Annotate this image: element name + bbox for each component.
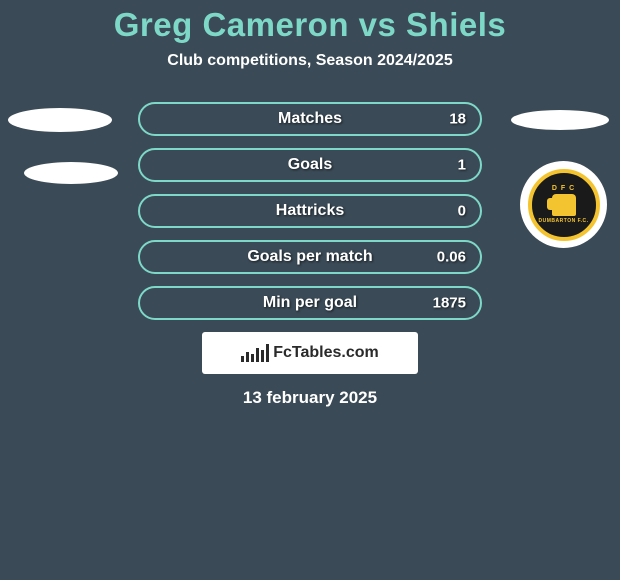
elephant-icon — [552, 194, 576, 216]
page-title: Greg Cameron vs Shiels — [0, 6, 620, 44]
stat-row: Goals per match 0.06 — [138, 240, 482, 274]
stat-label: Min per goal — [263, 294, 357, 312]
brand-bar — [251, 354, 254, 362]
badge-initials: D F C — [552, 185, 575, 192]
page-subtitle: Club competitions, Season 2024/2025 — [0, 52, 620, 70]
stat-value-right: 0.06 — [437, 249, 466, 266]
stat-row: Hattricks 0 — [138, 194, 482, 228]
brand-bars-icon — [241, 344, 269, 362]
left-player-placeholder-2 — [24, 162, 118, 184]
stat-label: Goals per match — [247, 248, 372, 266]
left-player-placeholder-1 — [8, 108, 112, 132]
brand-box: FcTables.com — [202, 332, 418, 374]
brand-bar — [241, 356, 244, 362]
stat-row: Goals 1 — [138, 148, 482, 182]
stats-area: D F C DUMBARTON F.C. Matches 18 Goals 1 Hatt… — [0, 102, 620, 320]
footer-date: 13 february 2025 — [0, 388, 620, 408]
stat-value-right: 1 — [458, 157, 466, 174]
stat-label: Goals — [288, 156, 332, 174]
stat-label: Matches — [278, 110, 342, 128]
stat-value-right: 0 — [458, 203, 466, 220]
club-badge-inner: D F C DUMBARTON F.C. — [528, 169, 600, 241]
stat-rows: Matches 18 Goals 1 Hattricks 0 Goals per match… — [138, 102, 482, 320]
brand-bar — [256, 348, 259, 362]
right-player-club-badge: D F C DUMBARTON F.C. — [520, 161, 607, 248]
stat-row: Matches 18 — [138, 102, 482, 136]
stat-label: Hattricks — [276, 202, 344, 220]
brand-bar — [261, 350, 264, 362]
comparison-infographic: Greg Cameron vs Shiels Club competitions… — [0, 0, 620, 408]
brand-text: FcTables.com — [273, 344, 379, 362]
stat-value-right: 1875 — [433, 295, 466, 312]
badge-club-name: DUMBARTON F.C. — [539, 218, 589, 224]
brand-bar — [266, 344, 269, 362]
stat-row: Min per goal 1875 — [138, 286, 482, 320]
right-player-placeholder — [511, 110, 609, 130]
stat-value-right: 18 — [449, 111, 466, 128]
brand-bar — [246, 352, 249, 362]
